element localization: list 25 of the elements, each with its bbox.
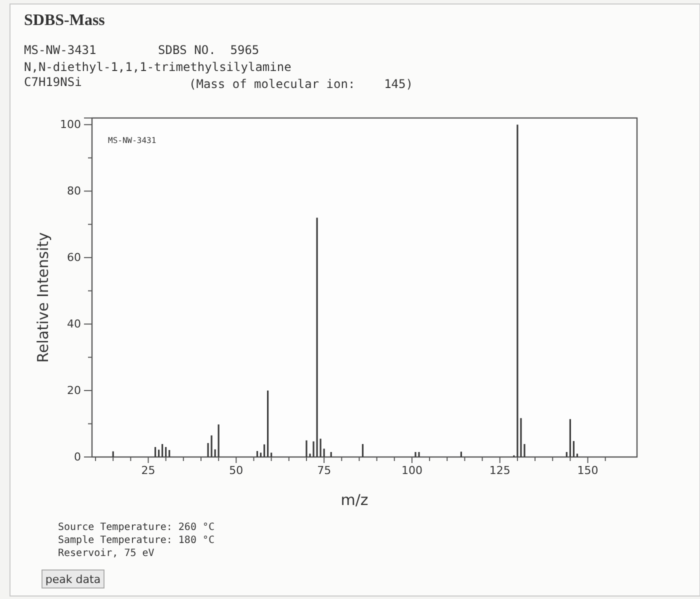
x-tick-label: 50 — [229, 464, 244, 477]
y-tick-label: 80 — [67, 184, 81, 198]
text: C7H19NSi — [24, 75, 82, 89]
text: Sample Temperature: 180 °C — [58, 535, 215, 546]
text: Reservoir, 75 eV — [58, 548, 154, 559]
x-axis-title: m/z — [340, 491, 368, 509]
y-tick-label: 40 — [67, 318, 81, 331]
x-tick-label: 25 — [141, 464, 156, 477]
x-tick-label: 125 — [489, 464, 510, 477]
source-note: Source Temperature: 260 °C — [58, 522, 215, 533]
peak-data-button: peak data — [42, 570, 104, 588]
y-tick-label: 0 — [74, 450, 81, 464]
x-tick-label: 150 — [577, 464, 598, 477]
text: (Mass of molecular ion: 145) — [189, 77, 413, 91]
text: MS-NW-3431 — [24, 43, 96, 57]
chart-title: SDBS-Mass — [24, 12, 105, 29]
x-tick-label: 100 — [401, 464, 422, 477]
text: SDBS NO. 5965 — [158, 43, 260, 57]
y-tick-label: 100 — [60, 118, 81, 132]
y-tick-label: 60 — [67, 251, 81, 264]
y-tick-label: 20 — [67, 384, 81, 398]
annotation: MS-NW-3431 — [108, 136, 156, 145]
y-axis-title: Relative Intensity — [34, 232, 52, 363]
text: N,N-diethyl-1,1,1-trimethylsilylamine — [24, 60, 292, 74]
x-tick-label: 75 — [317, 464, 332, 477]
